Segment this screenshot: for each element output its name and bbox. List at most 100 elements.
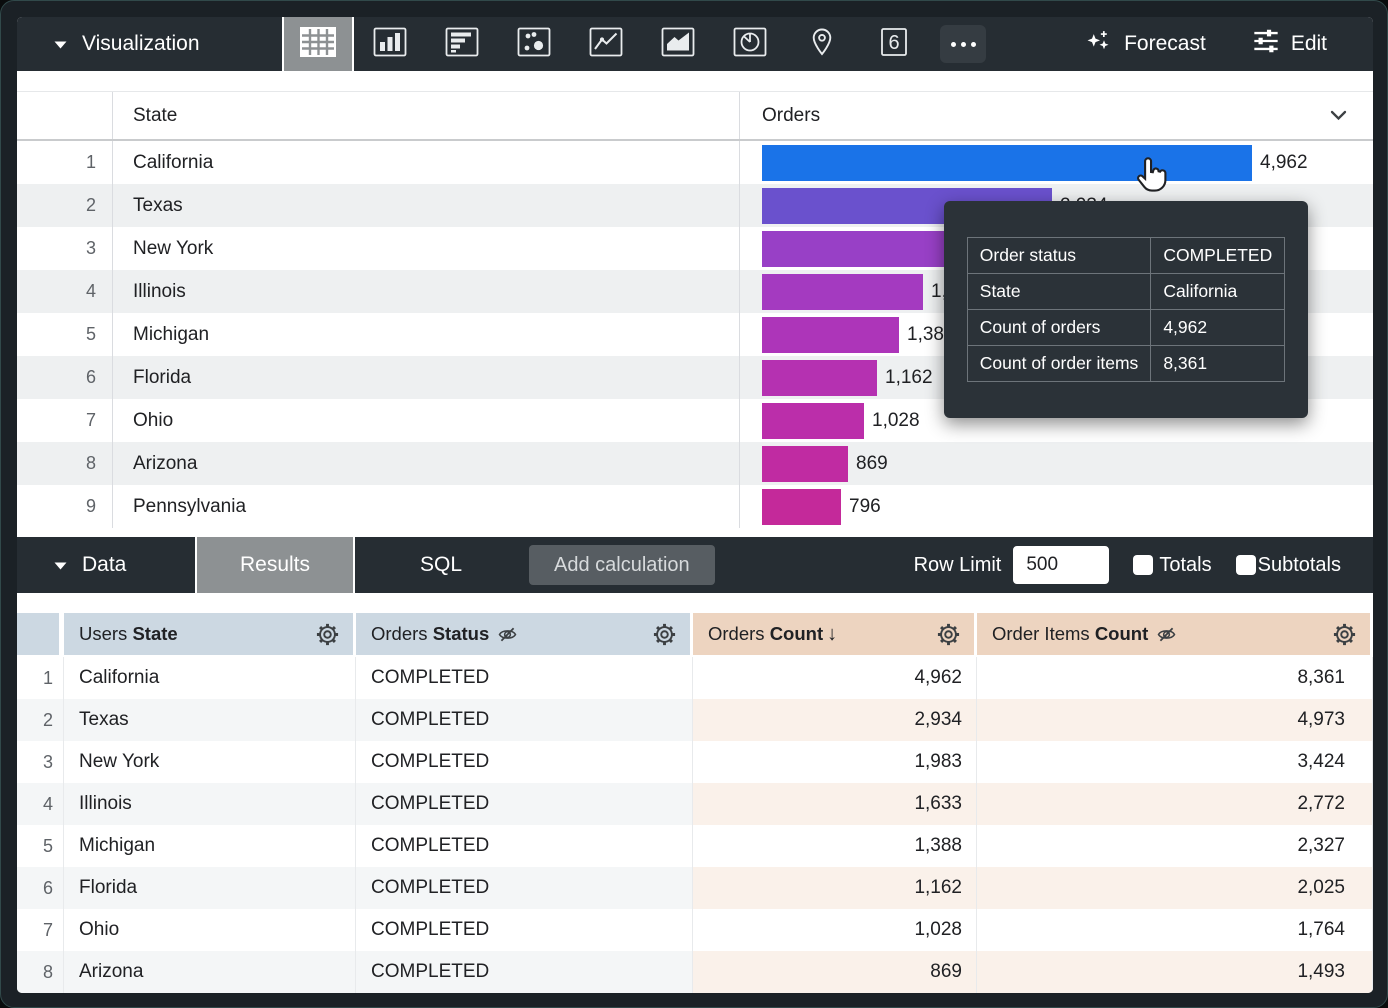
viz-state-cell: Pennsylvania bbox=[112, 485, 739, 528]
orders-count-cell[interactable]: 1,633 bbox=[693, 783, 977, 825]
more-viz-types-button[interactable] bbox=[940, 25, 986, 63]
users-state-cell[interactable]: Michigan bbox=[64, 825, 356, 867]
users-state-cell[interactable]: California bbox=[64, 657, 356, 699]
orders-count-cell[interactable]: 1,983 bbox=[693, 741, 977, 783]
order-items-count-cell[interactable]: 2,772 bbox=[977, 783, 1373, 825]
edit-button[interactable]: Edit bbox=[1252, 28, 1327, 60]
visualization-title: Visualization bbox=[82, 32, 200, 55]
orders-status-cell[interactable]: COMPLETED bbox=[356, 657, 693, 699]
orders-bar[interactable] bbox=[762, 316, 899, 353]
data-row-number: 1 bbox=[17, 657, 64, 699]
chevron-down-icon[interactable] bbox=[1330, 110, 1347, 121]
users-state-cell[interactable]: Florida bbox=[64, 867, 356, 909]
scatter-plot-icon bbox=[517, 27, 551, 62]
orders-count-cell[interactable]: 4,962 bbox=[693, 657, 977, 699]
order-items-count-cell[interactable]: 4,973 bbox=[977, 699, 1373, 741]
orders-status-cell[interactable]: COMPLETED bbox=[356, 909, 693, 951]
forecast-button[interactable]: Forecast bbox=[1083, 26, 1206, 62]
users-state-cell[interactable]: Texas bbox=[64, 699, 356, 741]
orders-bar[interactable] bbox=[762, 144, 1252, 181]
order-items-count-cell[interactable]: 1,493 bbox=[977, 951, 1373, 993]
order-items-count-cell[interactable]: 8,361 bbox=[977, 657, 1373, 699]
data-row-number: 4 bbox=[17, 783, 64, 825]
gear-icon[interactable] bbox=[651, 621, 678, 648]
users-state-cell[interactable]: Ohio bbox=[64, 909, 356, 951]
users-state-cell[interactable]: Illinois bbox=[64, 783, 356, 825]
data-row-number: 3 bbox=[17, 741, 64, 783]
viz-type-line-button[interactable] bbox=[570, 17, 642, 71]
column-label: Order Items Count bbox=[992, 623, 1149, 644]
data-column-header[interactable]: Orders Status bbox=[356, 613, 693, 657]
orders-bar[interactable] bbox=[762, 359, 877, 396]
tab-sql[interactable]: SQL bbox=[419, 553, 463, 576]
data-section-toggle[interactable]: Data bbox=[17, 537, 195, 593]
viz-type-single-value-button[interactable]: 6 bbox=[858, 17, 930, 71]
gear-icon[interactable] bbox=[314, 621, 341, 648]
add-calculation-button[interactable]: Add calculation bbox=[529, 545, 715, 585]
orders-count-cell[interactable]: 1,162 bbox=[693, 867, 977, 909]
orders-bar[interactable] bbox=[762, 230, 958, 267]
orders-count-cell[interactable]: 1,388 bbox=[693, 825, 977, 867]
viz-type-table-button[interactable] bbox=[282, 17, 354, 71]
forecast-sparkle-icon bbox=[1083, 26, 1113, 62]
viz-bar-cell: 4,962 bbox=[739, 141, 1373, 184]
orders-count-cell[interactable]: 1,028 bbox=[693, 909, 977, 951]
tooltip-row: Count of orders 4,962 bbox=[966, 309, 1286, 346]
order-items-count-cell[interactable]: 1,764 bbox=[977, 909, 1373, 951]
orders-status-cell[interactable]: COMPLETED bbox=[356, 741, 693, 783]
viz-type-horizontal-bar-button[interactable] bbox=[426, 17, 498, 71]
visualization-section-toggle[interactable]: Visualization bbox=[17, 17, 282, 71]
viz-state-cell: Texas bbox=[112, 184, 739, 227]
data-column-header[interactable]: Users State bbox=[64, 613, 356, 657]
viz-state-cell: Florida bbox=[112, 356, 739, 399]
data-column-header[interactable]: Order Items Count bbox=[977, 613, 1373, 657]
orders-count-cell[interactable]: 869 bbox=[693, 951, 977, 993]
viz-row-number: 8 bbox=[85, 453, 96, 473]
orders-status-cell[interactable]: COMPLETED bbox=[356, 825, 693, 867]
viz-row-number: 9 bbox=[85, 496, 96, 516]
tooltip-table: Order status COMPLETED State California Coun… bbox=[966, 237, 1286, 382]
data-row-number: 5 bbox=[17, 825, 64, 867]
row-limit-input[interactable] bbox=[1013, 546, 1110, 584]
users-state-cell[interactable]: New York bbox=[64, 741, 356, 783]
tooltip-row: Count of order items 8,361 bbox=[966, 345, 1286, 382]
orders-bar[interactable] bbox=[762, 445, 848, 482]
viz-type-map-button[interactable] bbox=[786, 17, 858, 71]
order-items-count-cell[interactable]: 2,327 bbox=[977, 825, 1373, 867]
orders-bar[interactable] bbox=[762, 402, 864, 439]
data-column-header[interactable]: Orders Count ↓ bbox=[693, 613, 977, 657]
orders-status-cell[interactable]: COMPLETED bbox=[356, 699, 693, 741]
bar-value-label: 1,388 bbox=[907, 323, 955, 345]
viz-type-area-button[interactable] bbox=[642, 17, 714, 71]
table-icon bbox=[299, 26, 337, 63]
viz-state-column-header[interactable]: State bbox=[112, 92, 739, 139]
orders-count-cell[interactable]: 2,934 bbox=[693, 699, 977, 741]
viz-state-cell: New York bbox=[112, 227, 739, 270]
orders-status-cell[interactable]: COMPLETED bbox=[356, 783, 693, 825]
tab-results[interactable]: Results bbox=[195, 537, 355, 593]
sort-descending-icon: ↓ bbox=[827, 622, 838, 645]
orders-status-cell[interactable]: COMPLETED bbox=[356, 867, 693, 909]
viz-orders-column-header[interactable]: Orders bbox=[739, 92, 1373, 139]
orders-bar[interactable] bbox=[762, 273, 923, 310]
viz-bar-cell: 796 bbox=[739, 485, 1373, 528]
orders-status-cell[interactable]: COMPLETED bbox=[356, 951, 693, 993]
mouse-cursor-pointer bbox=[1129, 155, 1171, 202]
users-state-cell[interactable]: Arizona bbox=[64, 951, 356, 993]
subtotals-checkbox[interactable] bbox=[1235, 555, 1256, 575]
viz-table-header: State Orders bbox=[17, 91, 1373, 141]
horizontal-bar-chart-icon bbox=[445, 27, 479, 62]
totals-checkbox[interactable] bbox=[1133, 555, 1154, 575]
gear-icon[interactable] bbox=[935, 621, 962, 648]
viz-bar-cell: 869 bbox=[739, 442, 1373, 485]
gear-icon[interactable] bbox=[1331, 621, 1358, 648]
viz-type-pie-button[interactable] bbox=[714, 17, 786, 71]
bar-chart-icon bbox=[373, 27, 407, 62]
order-items-count-cell[interactable]: 3,424 bbox=[977, 741, 1373, 783]
order-items-count-cell[interactable]: 2,025 bbox=[977, 867, 1373, 909]
orders-bar[interactable] bbox=[762, 488, 841, 525]
viz-type-scatter-button[interactable] bbox=[498, 17, 570, 71]
bar-value-label: 1,162 bbox=[885, 366, 933, 388]
viz-bar-cell: 1,028 bbox=[739, 399, 1373, 442]
viz-type-bar-button[interactable] bbox=[354, 17, 426, 71]
